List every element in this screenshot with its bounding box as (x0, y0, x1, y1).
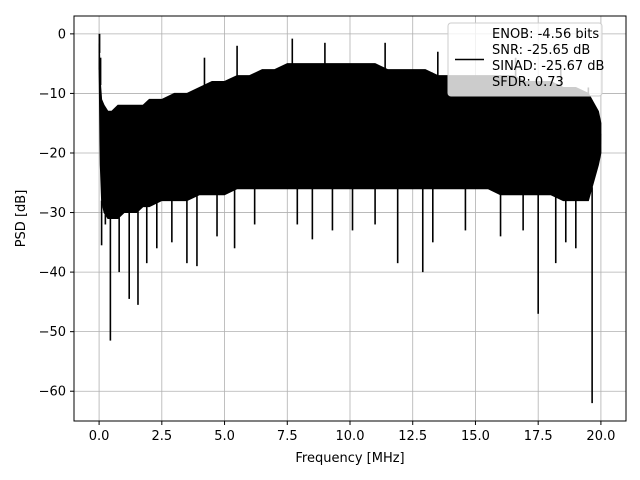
x-tick-label: 12.5 (398, 429, 427, 444)
legend-box (447, 22, 603, 97)
y-tick-label: −60 (39, 385, 66, 400)
legend-sinad: SINAD: -25.67 dB (492, 59, 604, 74)
x-tick-label: 17.5 (524, 429, 553, 444)
x-tick-label: 20.0 (586, 429, 615, 444)
axis-ticks: 0.0 2.5 5.0 7.5 10.0 12.5 15.0 17.5 20.0 0 −10 −20 −… (39, 27, 616, 444)
y-tick-label: −10 (39, 87, 66, 102)
x-tick-label: 7.5 (277, 429, 298, 444)
legend-sfdr: SFDR: 0.73 (492, 75, 564, 90)
y-tick-label: −30 (39, 206, 66, 221)
y-tick-label: −50 (39, 325, 66, 340)
x-tick-label: 5.0 (214, 429, 235, 444)
legend: ENOB: -4.56 bits SNR: -25.65 dB SINAD: -… (447, 22, 604, 97)
x-tick-label: 2.5 (151, 429, 172, 444)
x-axis-label: Frequency [MHz] (295, 451, 404, 466)
x-tick-label: 10.0 (336, 429, 365, 444)
x-tick-label: 0.0 (89, 429, 110, 444)
y-axis-label: PSD [dB] (14, 190, 29, 248)
y-tick-label: 0 (58, 27, 66, 42)
legend-enob: ENOB: -4.56 bits (492, 27, 599, 42)
psd-series-line (98, 43, 602, 216)
y-tick-label: −20 (39, 146, 66, 161)
legend-snr: SNR: -25.65 dB (492, 43, 590, 58)
x-tick-label: 15.0 (461, 429, 490, 444)
y-tick-label: −40 (39, 266, 66, 281)
